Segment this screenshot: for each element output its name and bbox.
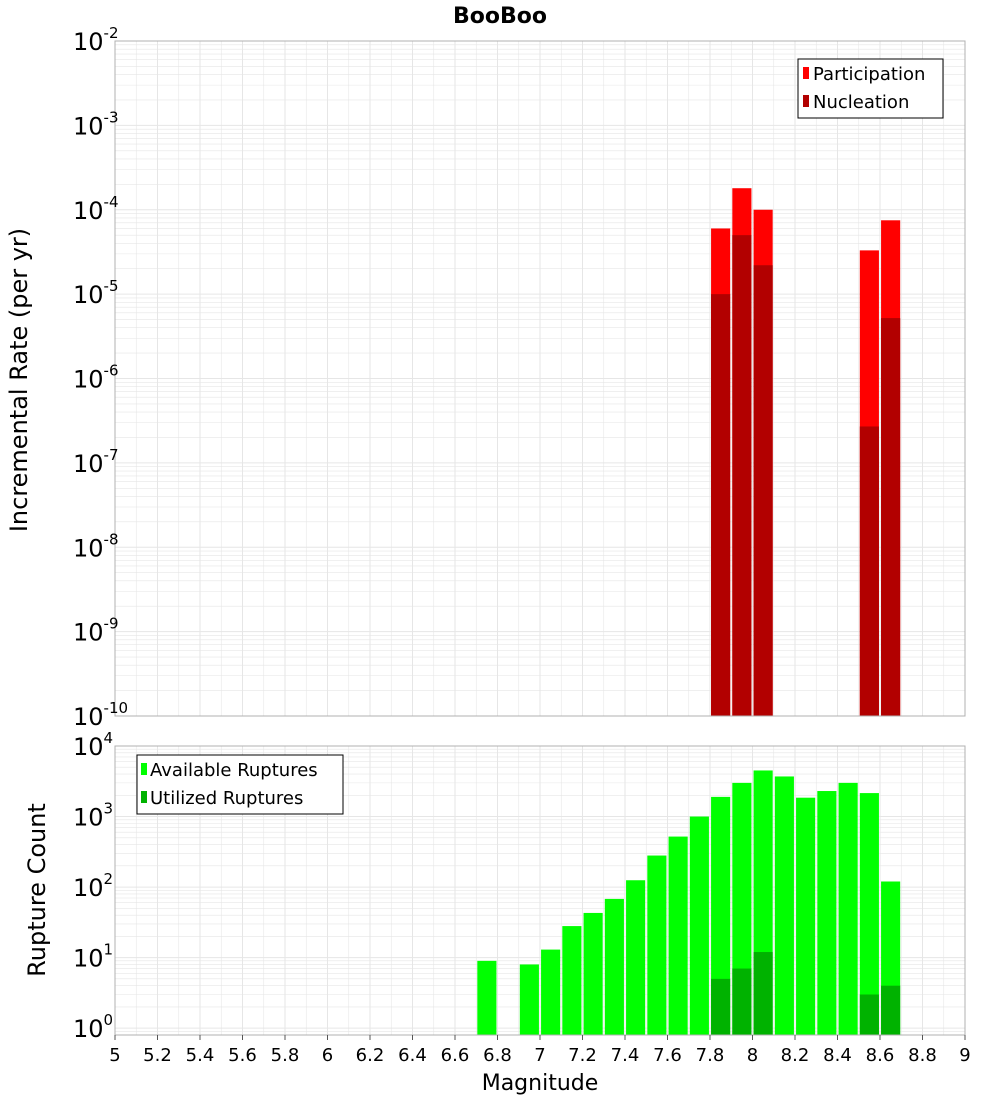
bar-available-ruptures [838,782,858,1035]
y-tick-label: 10-5 [73,277,119,309]
x-tick-label: 5.4 [186,1045,215,1066]
bar-available-ruptures [477,960,497,1035]
y-tick-label: 10-10 [73,699,128,731]
bar-utilized-ruptures [711,978,731,1035]
bottom-grid [114,745,966,1036]
bottom-y-ticks: 104 103 102 101 100 [73,729,113,1043]
bar-available-ruptures [626,880,646,1035]
top-grid [114,40,966,717]
y-tick-label: 10-3 [73,108,119,140]
top-y-ticks: 10-2 10-3 10-4 10-5 10-6 10-7 10-8 10-9 10-10 [73,24,128,731]
legend-label-available: Available Ruptures [150,760,318,781]
legend-swatch-nucleation [803,95,809,107]
bottom-panel: 104 103 102 101 100 5 5.2 5.4 5.6 5.8 6 6.2 6.4 6.6 6… [73,729,971,1066]
bar-available-ruptures [519,964,539,1035]
bar-utilized-ruptures [732,968,752,1035]
y-tick-label: 10-7 [73,446,119,478]
bar-available-ruptures [562,926,582,1035]
y-tick-label: 104 [73,729,113,761]
y-tick-label: 10-6 [73,362,119,394]
legend-label-nucleation: Nucleation [813,92,909,113]
x-tick-label: 5.2 [143,1045,172,1066]
bar-available-ruptures [604,898,624,1035]
y-tick-label: 10-4 [73,193,119,225]
x-tick-label: 7.8 [696,1045,725,1066]
bar-available-ruptures [541,949,561,1035]
bar-nucleation [753,265,773,716]
x-axis-label: Magnitude [482,1071,599,1096]
bar-utilized-ruptures [881,985,901,1035]
x-tick-label: 7 [534,1045,545,1066]
bar-available-ruptures [859,793,879,1035]
x-tick-label: 8.2 [781,1045,810,1066]
x-tick-label: 6.8 [483,1045,512,1066]
bottom-bars [477,770,901,1035]
y-tick-label: 10-2 [73,24,119,56]
bar-available-ruptures [689,816,709,1035]
bar-available-ruptures [796,797,816,1035]
x-tick-label: 7.4 [611,1045,640,1066]
y-tick-label: 101 [73,941,113,973]
bar-nucleation [711,294,731,716]
x-tick-label: 8.6 [866,1045,895,1066]
x-tick-label: 6 [322,1045,333,1066]
y-tick-label: 103 [73,800,113,832]
top-legend: Participation Nucleation [797,58,944,119]
bar-nucleation [732,235,752,716]
bar-utilized-ruptures [753,952,773,1035]
x-tick-label: 6.6 [441,1045,470,1066]
x-tick-label: 6.4 [398,1045,427,1066]
x-tick-label: 8.4 [823,1045,852,1066]
top-y-axis-label: Incremental Rate (per yr) [5,228,33,532]
bar-available-ruptures [668,836,688,1035]
x-tick-label: 7.2 [568,1045,597,1066]
x-tick-label: 6.2 [356,1045,385,1066]
x-tick-label: 5.6 [228,1045,257,1066]
bottom-legend-box [136,754,344,815]
legend-swatch-utilized [141,791,147,803]
bottom-y-axis-label: Rupture Count [23,803,51,977]
top-plot-frame [114,40,966,717]
top-legend-box [797,58,944,119]
bar-available-ruptures [817,791,837,1035]
x-tick-label: 8 [747,1045,758,1066]
x-tick-label: 5.8 [271,1045,300,1066]
legend-swatch-participation [803,67,809,79]
bar-available-ruptures [711,796,731,1035]
x-tick-label: 9 [959,1045,970,1066]
y-tick-label: 102 [73,870,113,902]
bar-available-ruptures [647,855,667,1035]
top-panel: 10-2 10-3 10-4 10-5 10-6 10-7 10-8 10-9 10-10 Pa… [73,24,966,731]
bottom-legend: Available Ruptures Utilized Ruptures [136,754,344,815]
bar-nucleation [881,318,901,716]
legend-swatch-available [141,763,147,775]
bar-utilized-ruptures [859,994,879,1035]
x-tick-label: 7.6 [653,1045,682,1066]
x-tick-label: 5 [109,1045,120,1066]
chart-title: BooBoo [453,4,547,29]
bar-available-ruptures [583,912,603,1035]
x-ticks: 5 5.2 5.4 5.6 5.8 6 6.2 6.4 6.6 6.8 7 7.2 7.4 7.6 7.8 8… [109,1035,971,1066]
y-tick-label: 10-8 [73,530,119,562]
y-tick-label: 100 [73,1011,113,1043]
bar-available-ruptures [774,776,794,1035]
bar-nucleation [859,426,879,716]
legend-label-utilized: Utilized Ruptures [150,788,303,809]
top-bars [711,188,901,717]
legend-label-participation: Participation [813,64,925,85]
y-tick-label: 10-9 [73,615,119,647]
x-tick-label: 8.8 [908,1045,937,1066]
